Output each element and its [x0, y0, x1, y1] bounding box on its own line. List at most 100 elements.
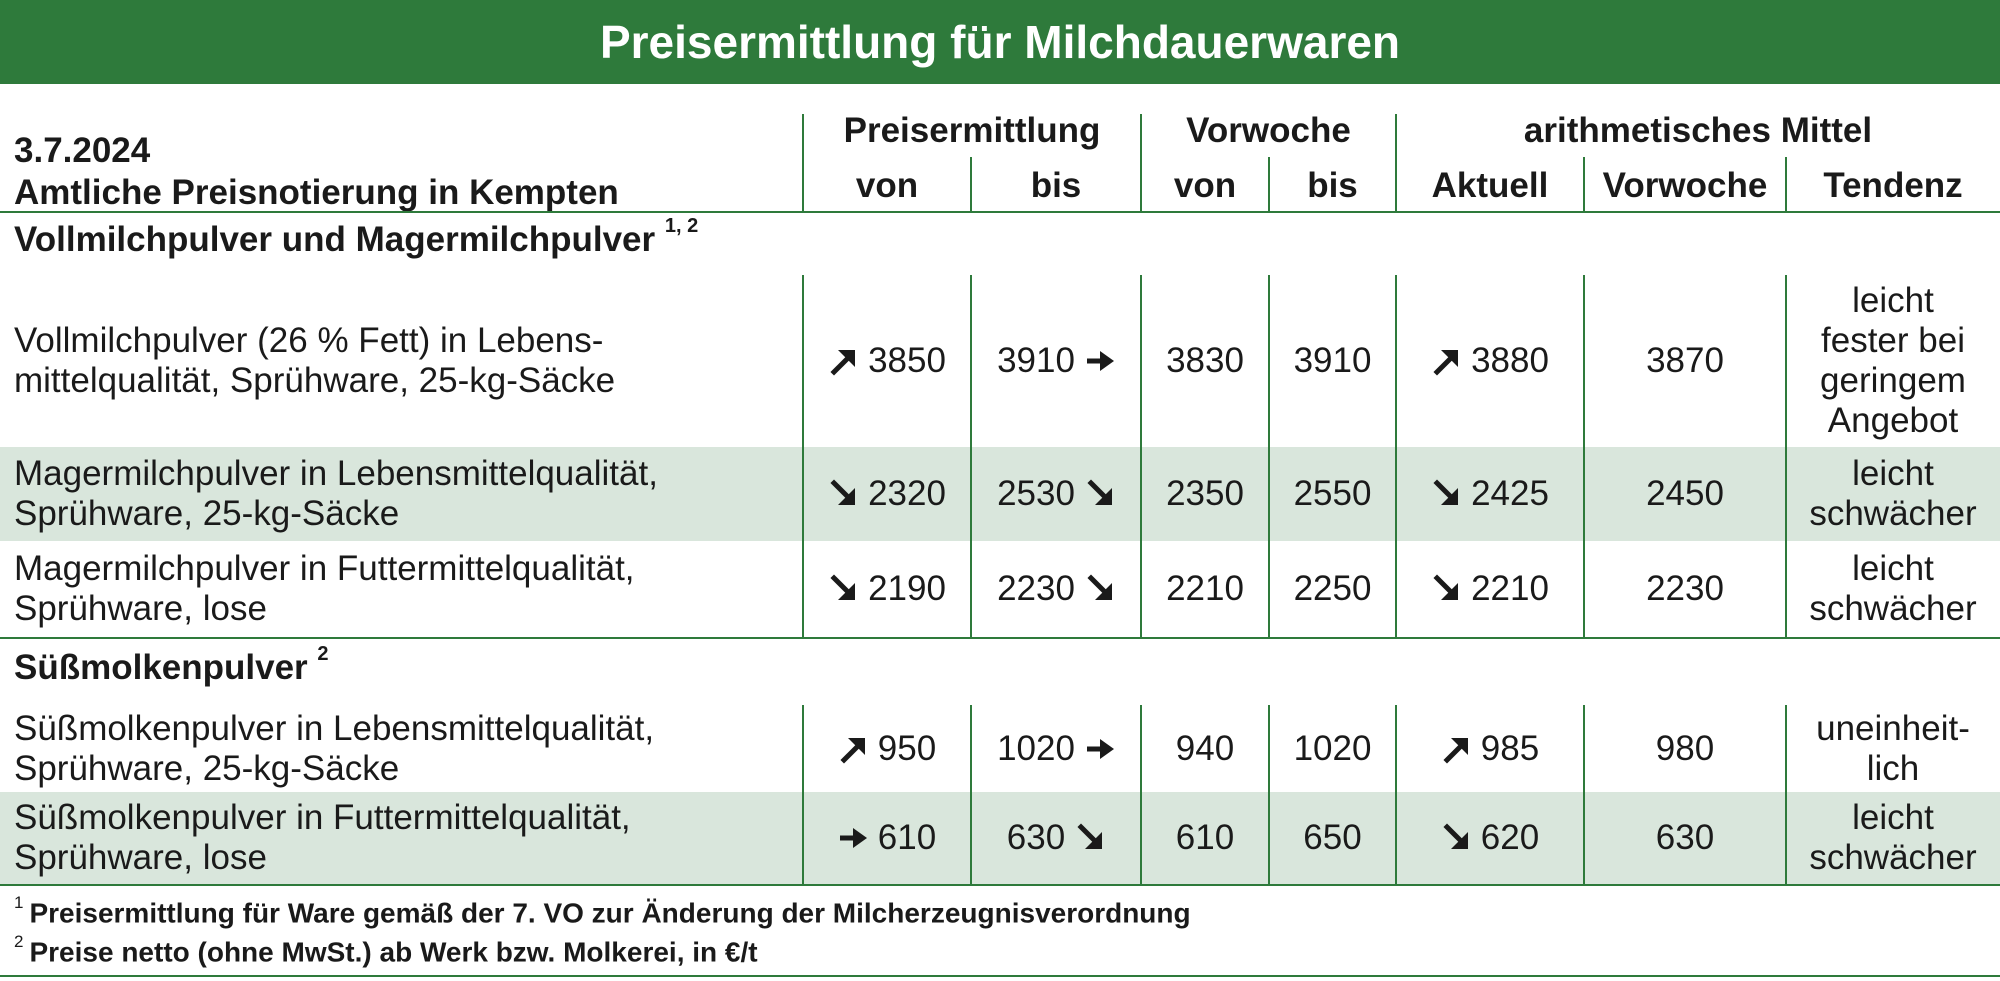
divider [1395, 114, 1397, 212]
footnote-1: 1 Preisermittlung für Ware gemäß der 7. V… [14, 893, 1191, 929]
price-bis-value: 630 [1006, 818, 1066, 857]
tendenz-line: leicht [1852, 798, 1934, 837]
vorwoche-bis: 2550 [1269, 447, 1396, 541]
product-label: Magermilchpulver in Futtermittelqualität… [14, 549, 635, 629]
price-bis-value: 3910 [997, 341, 1075, 380]
divider [802, 114, 804, 212]
divider [970, 275, 972, 447]
divider [1268, 705, 1270, 792]
divider [1395, 275, 1397, 447]
section-title-suessmolkenpulver: Süßmolkenpulver 2 [14, 643, 329, 687]
tendenz-line: schwächer [1809, 494, 1977, 533]
vorwoche-von: 2350 [1141, 447, 1269, 541]
divider [1140, 114, 1142, 212]
vorwoche-von: 940 [1141, 705, 1269, 792]
group-vorwoche: Vorwoche [1186, 111, 1351, 150]
price-von: 2320 [803, 447, 971, 541]
divider [1395, 705, 1397, 792]
section-title-milchpulver: Vollmilchpulver und Magermilchpulver 1, … [14, 215, 699, 259]
col-header-vorwoche-bis: bis [1307, 166, 1358, 205]
right-arrow [1085, 734, 1115, 764]
tendenz-line: leicht [1852, 454, 1934, 493]
divider [1140, 792, 1142, 884]
vorwoche-von: 610 [1141, 792, 1269, 884]
notation-subtitle: Amtliche Preisnotierung in Kempten [14, 173, 619, 212]
mittel-vorwoche-value: 3870 [1646, 341, 1724, 380]
tendenz-text: leicht schwächer [1786, 549, 2000, 629]
down-right-arrow [1431, 574, 1461, 604]
up-right-arrow [838, 734, 868, 764]
price-von: 3850 [803, 275, 971, 447]
divider [970, 157, 972, 212]
mittel-vorwoche: 980 [1584, 705, 1786, 792]
divider [1583, 157, 1585, 212]
product-label-line: Süßmolkenpulver in Lebensmittelqualität, [14, 708, 655, 748]
divider [1268, 792, 1270, 884]
price-bis: 2530 [971, 447, 1141, 541]
col-header-vorwoche-von: von [1173, 166, 1237, 205]
product-label-line: Sprühware, lose [14, 838, 267, 877]
price-bis-value: 1020 [997, 728, 1075, 768]
product-label: Süßmolkenpulver in Futtermittelqualität,… [14, 798, 631, 878]
down-right-arrow [1075, 823, 1105, 853]
up-right-arrow [828, 346, 858, 376]
mittel-aktuell: 2425 [1396, 447, 1584, 541]
mittel-vorwoche-value: 980 [1655, 728, 1715, 768]
mittel-aktuell: 985 [1396, 705, 1584, 792]
vorwoche-von: 3830 [1141, 275, 1269, 447]
footnote-2: 2 Preise netto (ohne MwSt.) ab Werk bzw. … [14, 932, 758, 968]
mittel-aktuell-value: 985 [1480, 728, 1540, 768]
mittel-aktuell-value: 2425 [1471, 474, 1549, 513]
mittel-vorwoche: 630 [1584, 792, 1786, 884]
row-shade [0, 447, 2000, 541]
mittel-aktuell-value: 620 [1480, 818, 1540, 857]
col-header-aktuell: Aktuell [1431, 166, 1549, 205]
down-right-arrow [828, 574, 858, 604]
divider [1583, 792, 1585, 884]
price-bis-value: 2230 [997, 569, 1075, 608]
vorwoche-bis: 2250 [1269, 541, 1396, 637]
col-header-von: von [855, 166, 919, 205]
price-von: 2190 [803, 541, 971, 637]
tendenz-line: lich [1866, 748, 1920, 788]
price-bis: 2230 [971, 541, 1141, 637]
col-header-tendenz: Tendenz [1823, 166, 1963, 205]
down-right-arrow [1441, 823, 1471, 853]
tendenz-line: geringem [1820, 361, 1966, 400]
vorwoche-bis-value: 3910 [1293, 341, 1372, 380]
mittel-vorwoche-value: 2450 [1646, 474, 1724, 513]
mittel-vorwoche-value: 2230 [1646, 569, 1724, 608]
vorwoche-von: 2210 [1141, 541, 1269, 637]
product-label-line: Magermilchpulver in Futtermittelqualität… [14, 549, 635, 588]
price-bis: 630 [971, 792, 1141, 884]
divider [1140, 275, 1142, 447]
down-right-arrow [828, 479, 858, 509]
page-title: Preisermittlung für Milchdauerwaren [0, 0, 2000, 84]
tendenz-text: uneinheit-lich [1786, 709, 2000, 789]
product-label: Magermilchpulver in Lebensmittelqualität… [14, 454, 658, 534]
mittel-vorwoche-value: 630 [1655, 818, 1715, 857]
price-von: 610 [803, 792, 971, 884]
divider [1395, 541, 1397, 637]
right-arrow [1085, 346, 1115, 376]
section-rule [0, 637, 2000, 639]
notation-date: 3.7.2024 [14, 131, 151, 170]
divider [802, 447, 804, 541]
mittel-aktuell-value: 2210 [1471, 569, 1549, 608]
price-bis: 1020 [971, 705, 1141, 792]
product-label-line: Vollmilchpulver (26 % Fett) in Lebens- [14, 321, 604, 360]
product-label-line: Süßmolkenpulver in Futtermittelqualität, [14, 798, 631, 837]
product-label: Vollmilchpulver (26 % Fett) in Lebens-mi… [14, 321, 615, 401]
divider [1583, 275, 1585, 447]
col-header-mittel-vorwoche: Vorwoche [1602, 166, 1768, 205]
vorwoche-bis-value: 1020 [1293, 728, 1372, 768]
right-arrow [838, 823, 868, 853]
vorwoche-bis-value: 2550 [1293, 474, 1372, 513]
product-label-line: mittelqualität, Sprühware, 25-kg-Säcke [14, 361, 616, 400]
divider [1785, 792, 1787, 884]
divider [1140, 541, 1142, 637]
price-von-value: 3850 [868, 341, 946, 380]
divider [1785, 157, 1787, 212]
divider [802, 705, 804, 792]
vorwoche-bis: 650 [1269, 792, 1396, 884]
